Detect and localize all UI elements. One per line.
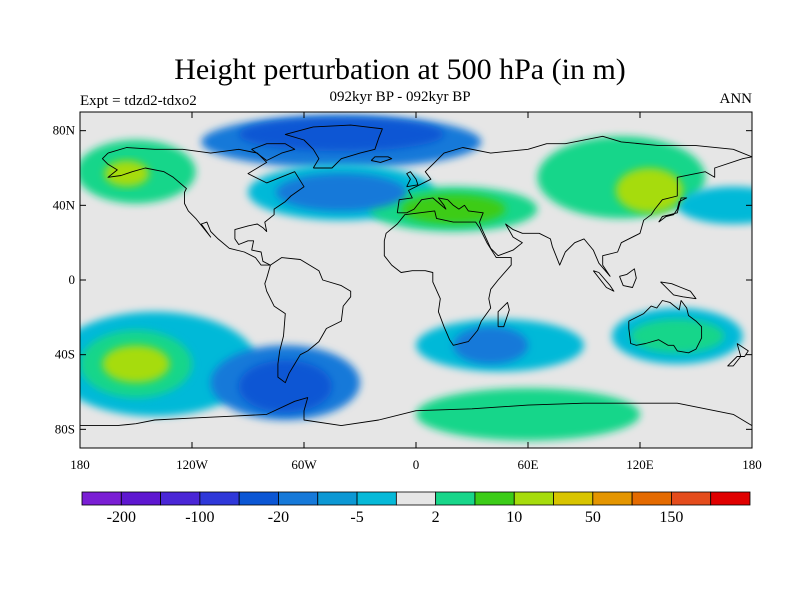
field-region-south-america-low: [238, 360, 332, 413]
map-subtitle: 092kyr BP - 092kyr BP: [329, 89, 471, 105]
field-region-arctic-low-canada: [238, 117, 444, 152]
coastline-iceland: [370, 156, 393, 163]
colorbar-swatch: [238, 491, 279, 506]
coastline-madagascar: [497, 301, 510, 328]
lon-tick-label: 180: [742, 457, 762, 472]
colorbar-swatch: [120, 491, 161, 506]
colorbar-label: -100: [185, 509, 214, 526]
coastline-baffin: [251, 143, 296, 161]
lat-tick-label: 40S: [55, 347, 75, 362]
colorbar-swatch: [671, 491, 712, 506]
colorbar-swatch: [592, 491, 633, 506]
lat-tick-label: 80N: [53, 123, 76, 138]
coastline-japan: [658, 197, 688, 223]
colorbar-swatch: [553, 491, 594, 506]
map-axes: 80N 40N 0 40S 80S 180 120W 60W 0 60E 120E 180: [53, 112, 762, 472]
coastline-south-america: [264, 257, 352, 384]
map-panel: [79, 111, 753, 449]
map-title: Height perturbation at 500 hPa (in m): [174, 53, 626, 86]
colorbar-swatch: [81, 491, 122, 506]
coastline-uk: [406, 171, 419, 188]
coastline-new-guinea: [660, 281, 697, 300]
field-region-australia-high: [630, 319, 724, 353]
field-region-north-atlantic-low: [276, 173, 407, 211]
field-region-south-pacific-high: [102, 345, 170, 383]
lat-tick-label: 0: [69, 272, 76, 287]
experiment-label: Expt = tdzd2-tdxo2: [80, 93, 197, 109]
field-region-south-indian-low: [453, 326, 528, 365]
colorbar-swatch: [199, 491, 240, 506]
colorbar-label: 150: [659, 509, 683, 526]
field-region-europe-high: [401, 194, 506, 224]
colorbar-swatch: [631, 491, 672, 506]
colorbar-label: -5: [350, 509, 363, 526]
coastlines: [80, 124, 752, 427]
colorbar-swatch: [513, 491, 554, 506]
colorbar-label: 2: [432, 509, 440, 526]
coastline-indonesia-borneo: [619, 268, 637, 288]
lon-tick-label: 60E: [518, 457, 539, 472]
colorbar-swatch: [395, 491, 437, 506]
field-region-north-pacific-low: [677, 186, 752, 224]
lon-tick-label: 0: [413, 457, 420, 472]
coastline-europe-asia: [396, 135, 752, 277]
field-region-siberia-high: [615, 168, 683, 213]
coastline-sumatra: [592, 270, 615, 292]
colorbar-swatch: [160, 491, 201, 506]
coastline-north-america: [101, 147, 305, 266]
colorbar-label: -200: [107, 509, 136, 526]
coastline-antarctica: [80, 397, 752, 427]
colorbar-label: 10: [506, 509, 522, 526]
lon-tick-label: 120E: [626, 457, 654, 472]
lat-tick-label: 40N: [53, 197, 76, 212]
height-field: [80, 115, 752, 441]
lon-tick-label: 180: [70, 457, 90, 472]
coastline-new-zealand: [727, 343, 749, 367]
field-region-antarctic-high: [416, 388, 640, 441]
colorbar: -200 -100 -20 -5 2 10 50 150: [81, 491, 751, 526]
season-label: ANN: [719, 91, 753, 107]
colorbar-label: 50: [585, 509, 601, 526]
coastline-greenland: [284, 124, 383, 169]
colorbar-label: -20: [268, 509, 289, 526]
coastline-africa: [383, 210, 512, 346]
coastline-australia: [628, 300, 703, 354]
colorbar-swatch: [710, 491, 751, 506]
lon-tick-label: 60W: [291, 457, 317, 472]
colorbar-swatch: [356, 491, 397, 506]
colorbar-swatch: [278, 491, 319, 506]
lon-tick-label: 120W: [176, 457, 209, 472]
lat-tick-label: 80S: [55, 421, 75, 436]
colorbar-swatch: [317, 491, 358, 506]
colorbar-swatch: [474, 491, 515, 506]
colorbar-swatch: [435, 491, 476, 506]
